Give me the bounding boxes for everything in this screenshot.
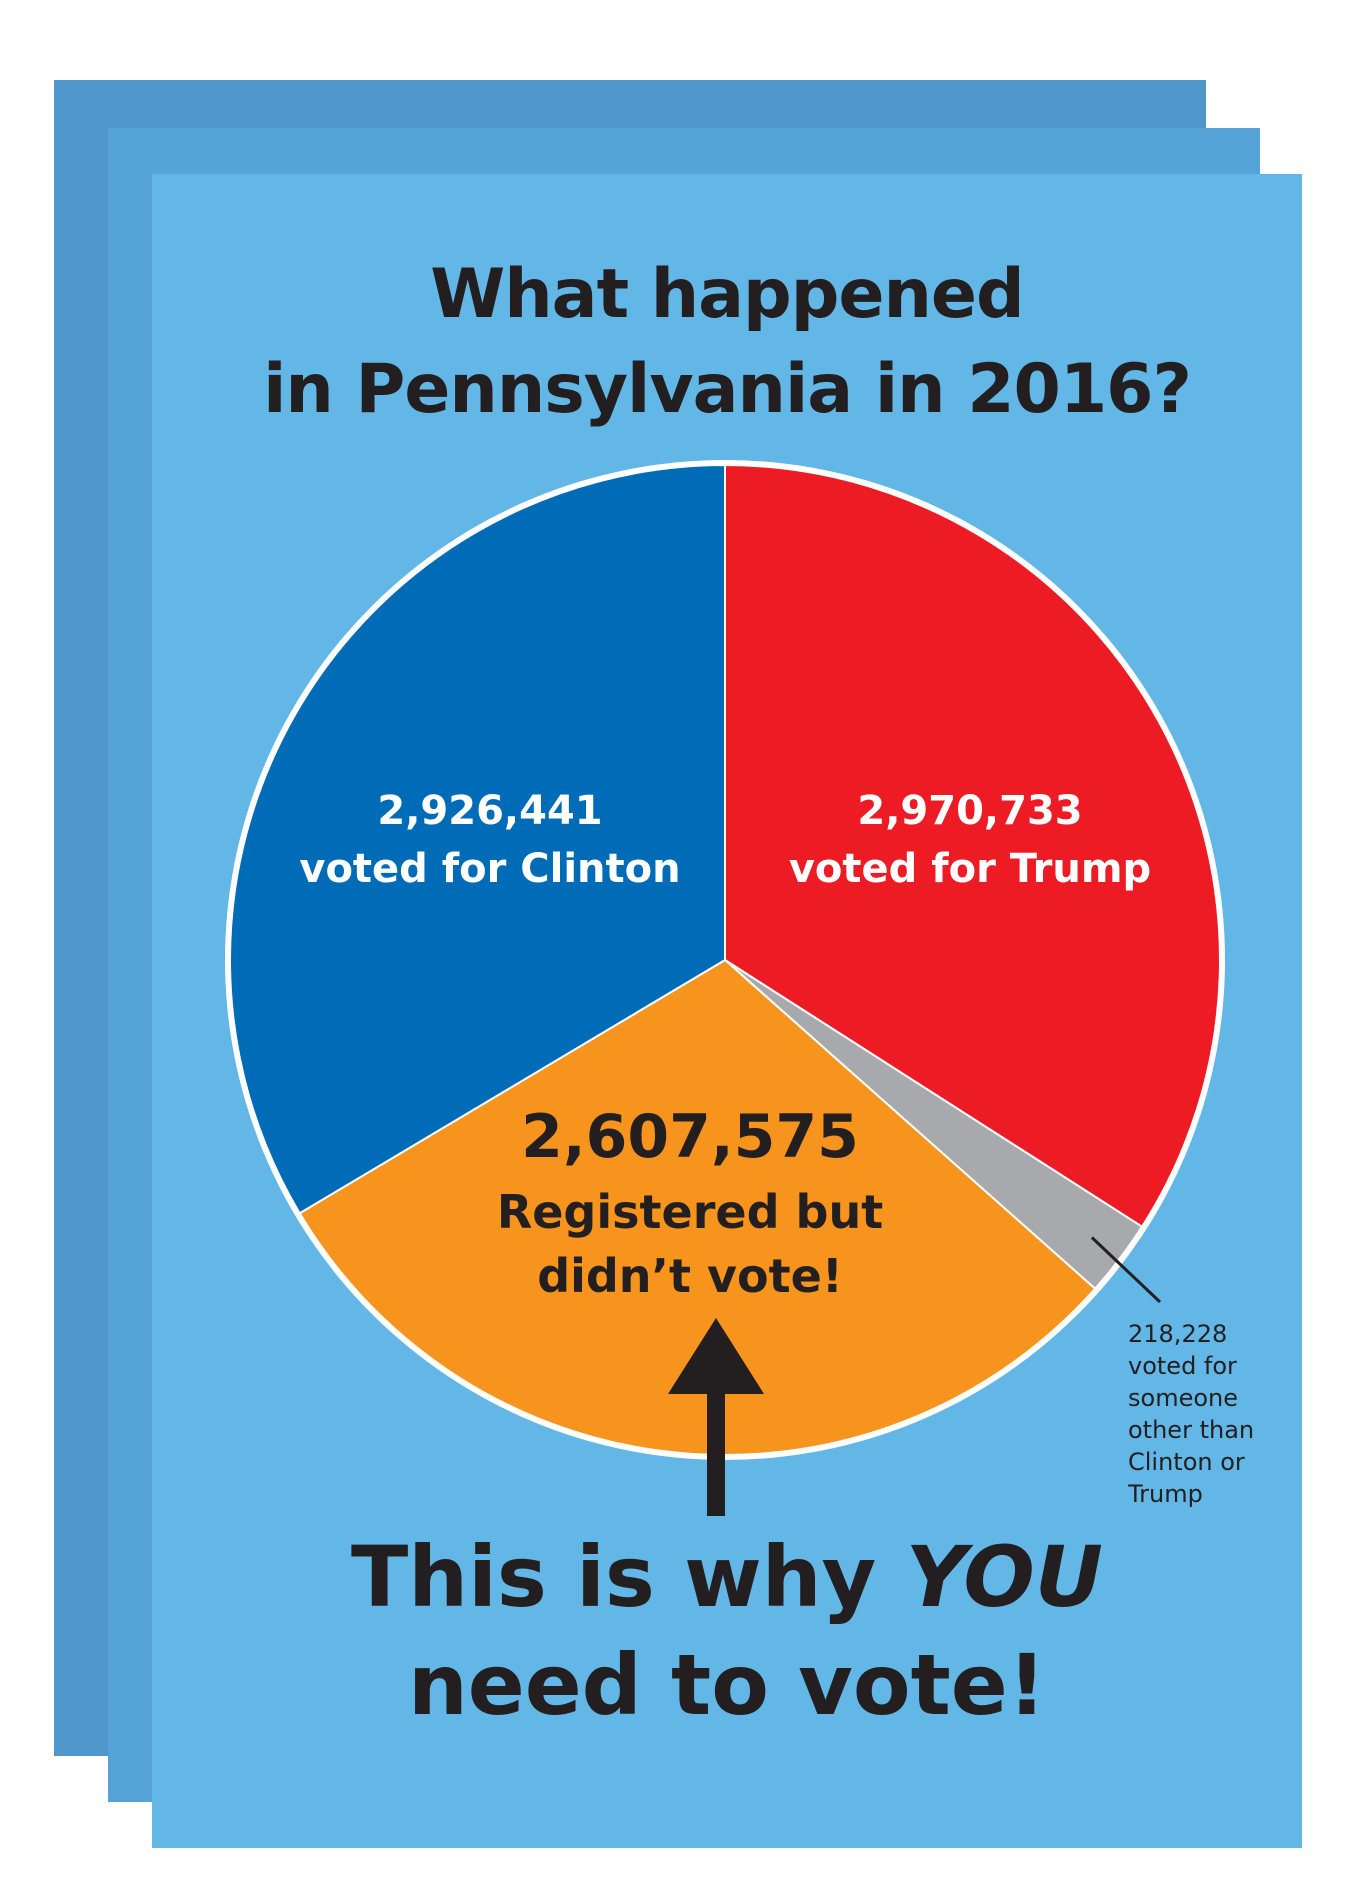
poster-title-line-1: What happened	[430, 255, 1024, 334]
call-to-action-line-1: This is why YOU	[152, 1528, 1302, 1626]
pie-slice-trump	[724, 463, 1221, 1229]
nonvoters-caption: Registered but didn’t vote!	[440, 1180, 940, 1308]
call-to-action-emphasis: YOU	[905, 1528, 1104, 1626]
other-slice-leader-line	[1090, 1236, 1162, 1304]
clinton-slice-label: 2,926,441 voted for Clinton	[260, 782, 720, 898]
poster-title-line-2: in Pennsylvania in 2016?	[263, 350, 1192, 429]
call-to-action-prefix: This is why	[350, 1528, 906, 1626]
nonvoters-count: 2,607,575	[521, 1102, 859, 1172]
clinton-vote-caption: voted for Clinton	[299, 846, 681, 892]
nonvoters-caption-line-1: Registered but	[496, 1185, 884, 1239]
clinton-vote-count: 2,926,441	[377, 788, 603, 834]
trump-slice-label: 2,970,733 voted for Trump	[740, 782, 1200, 898]
nonvoters-caption-line-2: didn’t vote!	[537, 1249, 843, 1303]
trump-vote-count: 2,970,733	[857, 788, 1083, 834]
pie-slice-clinton	[229, 463, 726, 1215]
other-candidates-note: 218,228 voted for someone other than Cli…	[1128, 1320, 1255, 1508]
trump-vote-caption: voted for Trump	[788, 846, 1152, 892]
arrow-up-icon	[668, 1318, 764, 1394]
pie-slice-nonvoters	[298, 958, 1097, 1457]
arrow-shaft	[707, 1390, 725, 1516]
call-to-action-line-2: need to vote!	[407, 1636, 1047, 1734]
